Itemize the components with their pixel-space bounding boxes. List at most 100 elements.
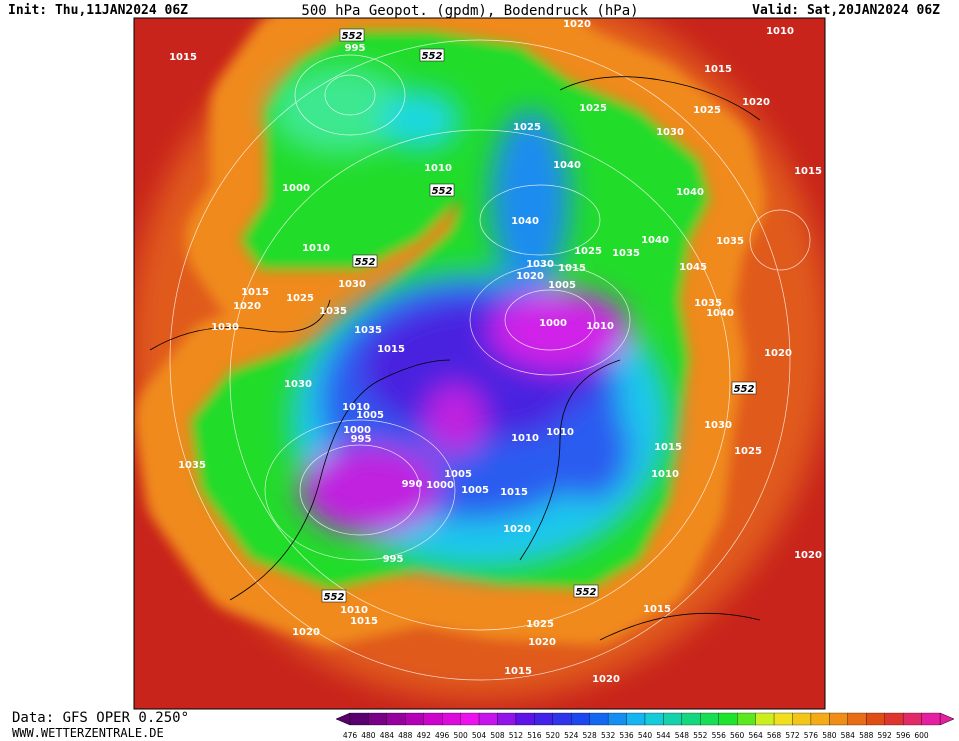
pressure-label: 1020 xyxy=(233,301,261,312)
pressure-label: 1005 xyxy=(356,410,384,421)
colorbar-cell xyxy=(810,712,830,726)
height-label: 552 xyxy=(734,384,755,395)
label-box xyxy=(731,381,757,395)
pressure-label: 1045 xyxy=(679,262,707,273)
pressure-label: 1035 xyxy=(319,306,347,317)
colorbar-label: 576 xyxy=(804,731,819,740)
pressure-label: 1015 xyxy=(794,166,822,177)
data-source: Data: GFS OPER 0.250° xyxy=(12,710,189,726)
pressure-label: 1000 xyxy=(282,183,310,194)
colorbar-cell xyxy=(442,712,461,726)
pressure-label: 1000 xyxy=(426,480,454,491)
colorbar-cell xyxy=(866,712,885,726)
colorbar-label: 560 xyxy=(730,731,745,740)
pressure-label: 995 xyxy=(383,554,404,565)
colorbar-cell xyxy=(460,712,480,726)
colorbar-label: 596 xyxy=(896,731,911,740)
colorbar-cell xyxy=(829,712,848,726)
colorbar-label: 568 xyxy=(767,731,782,740)
pressure-label: 1020 xyxy=(528,637,556,648)
blob xyxy=(380,90,460,150)
pressure-label: 995 xyxy=(345,43,366,54)
colorbar-cell xyxy=(515,712,535,726)
colorbar-label: 532 xyxy=(601,731,616,740)
pressure-label: 990 xyxy=(402,479,423,490)
pressure-label: 1040 xyxy=(553,160,581,171)
pressure-label: 1010 xyxy=(511,433,539,444)
colorbar-cell xyxy=(773,712,793,726)
colorbar-label: 528 xyxy=(583,731,598,740)
height-label: 552 xyxy=(355,257,376,268)
colorbar-cell xyxy=(902,712,922,726)
pressure-label: 1030 xyxy=(284,379,312,390)
pressure-label: 1040 xyxy=(511,216,539,227)
colorbar-cell xyxy=(571,712,590,726)
pressure-label: 1035 xyxy=(694,298,722,309)
pressure-label: 1025 xyxy=(286,293,314,304)
colorbar-cell xyxy=(497,712,517,726)
pressure-label: 1005 xyxy=(548,280,576,291)
pressure-label: 1015 xyxy=(504,666,532,677)
isobar xyxy=(229,129,731,631)
pressure-label: 1025 xyxy=(574,246,602,257)
colorbar-cell xyxy=(589,712,609,726)
colorbar: 476 480 484 488 492 496 500 504 508 512 516 520 524 5… xyxy=(335,712,955,740)
colorbar-label: 540 xyxy=(638,731,653,740)
pressure-label: 1015 xyxy=(377,344,405,355)
pressure-label: 1035 xyxy=(716,236,744,247)
label-box xyxy=(352,254,378,268)
height-label: 552 xyxy=(324,592,345,603)
pressure-label: 1010 xyxy=(651,469,679,480)
colorbar-label: 584 xyxy=(841,731,856,740)
colorbar-cell xyxy=(423,712,443,726)
pressure-label: 1015 xyxy=(350,616,378,627)
label-box xyxy=(429,183,455,197)
colorbar-arrow-right xyxy=(939,712,955,726)
blob xyxy=(550,400,630,500)
pressure-label: 1020 xyxy=(592,674,620,685)
pressure-label: 1010 xyxy=(302,243,330,254)
contour-labels: 552 995 552 1020 1010 1015 1015 1020 1025 1025 102… xyxy=(169,19,822,685)
colorbar-cell xyxy=(478,712,498,726)
pressure-label: 1015 xyxy=(558,263,586,274)
pressure-label: 995 xyxy=(351,434,372,445)
isobar xyxy=(294,54,406,136)
colorbar-label: 488 xyxy=(398,731,413,740)
coastline xyxy=(559,76,761,121)
isobar xyxy=(479,184,601,256)
colorbar-cell xyxy=(700,712,719,726)
colorbar-label: 600 xyxy=(914,731,929,740)
height-label: 552 xyxy=(576,587,597,598)
isobar xyxy=(504,289,596,351)
isobar xyxy=(169,39,791,681)
pressure-label: 1015 xyxy=(643,604,671,615)
pressure-label: 1030 xyxy=(338,279,366,290)
pressure-label: 1010 xyxy=(424,163,452,174)
label-box xyxy=(321,589,347,603)
isobar xyxy=(299,444,421,536)
isobar xyxy=(264,419,456,561)
site-url: WWW.WETTERZENTRALE.DE xyxy=(12,726,164,740)
pressure-label: 1015 xyxy=(654,442,682,453)
pressure-label: 1040 xyxy=(676,187,704,198)
pressure-label: 1040 xyxy=(641,235,669,246)
pressure-label: 1025 xyxy=(526,619,554,630)
colorbar-label: 480 xyxy=(361,731,376,740)
colorbar-label: 556 xyxy=(712,731,727,740)
pressure-label: 1010 xyxy=(342,402,370,413)
init-time: Init: Thu,11JAN2024 06Z xyxy=(8,3,188,18)
pressure-label: 1005 xyxy=(444,469,472,480)
pressure-label: 1025 xyxy=(579,103,607,114)
map-frame xyxy=(133,17,826,710)
blob xyxy=(490,290,630,370)
coastline xyxy=(229,359,451,601)
colorbar-label: 476 xyxy=(343,731,358,740)
isobar xyxy=(749,209,811,271)
pressure-label: 1015 xyxy=(500,487,528,498)
colorbar-arrow-left xyxy=(335,712,351,726)
colorbar-cell xyxy=(368,712,388,726)
coastlines xyxy=(149,76,761,641)
colorbar-label: 552 xyxy=(693,731,708,740)
